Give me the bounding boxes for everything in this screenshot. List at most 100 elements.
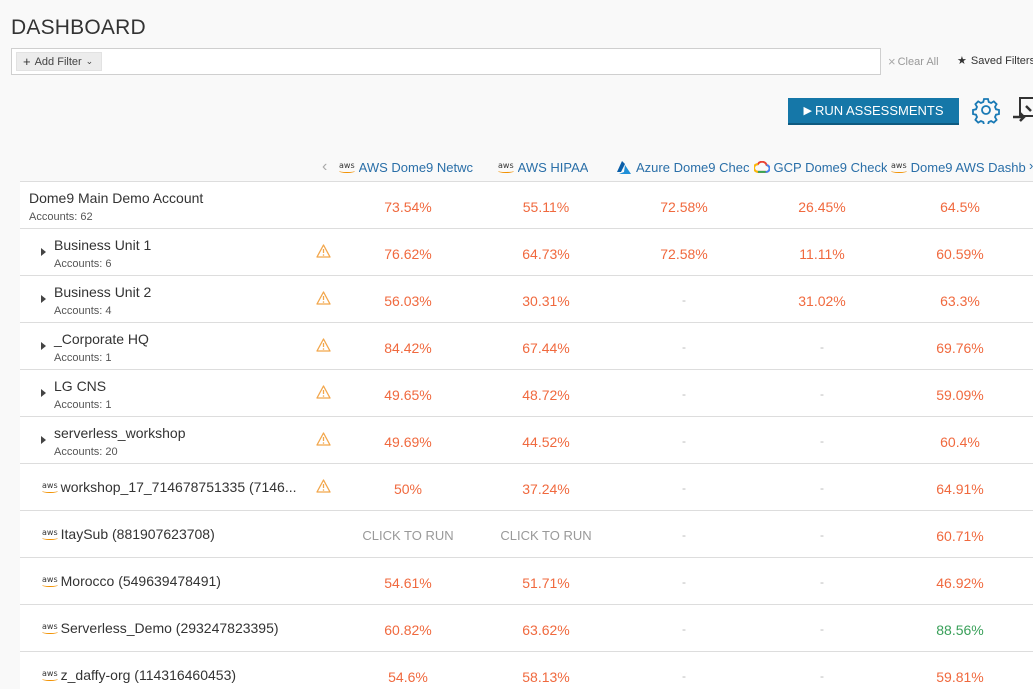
table-row[interactable]: LG CNS Accounts: 1 49.65% 48.72% - - 59.09%: [20, 370, 1033, 417]
score-cell[interactable]: -: [682, 481, 686, 495]
score-cell[interactable]: 11.11%: [799, 246, 845, 262]
score-cell[interactable]: -: [682, 528, 686, 542]
table-row[interactable]: aws workshop_17_714678751335 (7146... 50% 3…: [20, 464, 1033, 511]
score-cell[interactable]: -: [820, 481, 824, 495]
score-cell[interactable]: 60.71%: [936, 528, 984, 544]
score-cell[interactable]: 64.91%: [936, 481, 984, 497]
score-cell[interactable]: 26.45%: [798, 199, 846, 215]
add-filter-button[interactable]: + Add Filter ⌄: [16, 52, 103, 71]
score-cell[interactable]: -: [820, 528, 824, 542]
score-cell[interactable]: -: [682, 340, 686, 354]
table-row[interactable]: aws ItaySub (881907623708) CLICK TO RUN CLI…: [20, 511, 1033, 558]
table-row[interactable]: aws Serverless_Demo (293247823395) 60.82% 6…: [20, 605, 1033, 652]
score-cell[interactable]: 64.5%: [940, 199, 980, 215]
run-assessments-button[interactable]: ▶ RUN ASSESSMENTS: [788, 98, 959, 125]
score-cell[interactable]: 58.13%: [522, 669, 570, 685]
score-cell[interactable]: 76.62%: [384, 246, 432, 262]
gear-icon[interactable]: [972, 96, 1000, 124]
table-row[interactable]: Dome9 Main Demo Account Accounts: 62 73.54…: [20, 182, 1033, 229]
account-name[interactable]: aws z_daffy-org (114316460453): [42, 667, 237, 683]
column-header[interactable]: GCP Dome9 Checkl: [754, 158, 887, 176]
account-name[interactable]: aws ItaySub (881907623708): [42, 526, 215, 542]
score-cell[interactable]: 46.92%: [936, 575, 984, 591]
click-to-run-button[interactable]: CLICK TO RUN: [362, 528, 454, 543]
score-cell[interactable]: 67.44%: [522, 340, 570, 356]
table-row[interactable]: aws Morocco (549639478491) 54.61% 51.71% - - 4…: [20, 558, 1033, 605]
account-name[interactable]: _Corporate HQ: [54, 331, 149, 347]
aws-icon: aws: [42, 669, 58, 681]
score-cell[interactable]: -: [820, 434, 824, 448]
column-header[interactable]: aws AWS HIPAA: [498, 159, 589, 175]
score-cell[interactable]: -: [820, 622, 824, 636]
accounts-count: Accounts: 20: [54, 446, 118, 458]
score-cell[interactable]: -: [682, 293, 686, 307]
columns-next-arrow[interactable]: ›: [1029, 158, 1033, 173]
account-name[interactable]: aws Morocco (549639478491): [42, 573, 221, 589]
score-cell[interactable]: 50%: [393, 481, 423, 497]
score-cell[interactable]: 72.58%: [660, 199, 708, 215]
table-row[interactable]: aws z_daffy-org (114316460453) 54.6% 58.13%…: [20, 652, 1033, 689]
expand-caret-icon[interactable]: [41, 342, 46, 350]
score-cell[interactable]: -: [820, 387, 824, 401]
score-cell[interactable]: 56.03%: [384, 293, 432, 309]
score-cell[interactable]: 88.56%: [936, 622, 984, 638]
score-cell[interactable]: -: [682, 434, 686, 448]
score-cell[interactable]: 54.61%: [384, 575, 432, 591]
saved-filters-button[interactable]: ★ Saved Filters: [957, 54, 1033, 68]
table-row[interactable]: _Corporate HQ Accounts: 1 84.42% 67.44% - - 69…: [20, 323, 1033, 370]
account-name[interactable]: aws workshop_17_714678751335 (7146...: [42, 479, 297, 495]
column-header[interactable]: Azure Dome9 Chec: [616, 158, 750, 176]
score-cell[interactable]: 55.11%: [522, 199, 570, 215]
score-cell[interactable]: -: [682, 387, 686, 401]
score-cell[interactable]: 59.81%: [936, 669, 984, 685]
table-row[interactable]: Business Unit 1 Accounts: 6 76.62% 64.73% 72…: [20, 229, 1033, 276]
table-row[interactable]: Business Unit 2 Accounts: 4 56.03% 30.31% - 3…: [20, 276, 1033, 323]
score-cell[interactable]: 64.73%: [522, 246, 570, 262]
score-cell[interactable]: -: [682, 622, 686, 636]
score-cell[interactable]: 69.76%: [936, 340, 984, 356]
expand-caret-icon[interactable]: [41, 389, 46, 397]
account-name[interactable]: Dome9 Main Demo Account: [29, 190, 204, 206]
score-cell[interactable]: 63.3%: [940, 293, 980, 309]
score-cell[interactable]: 59.09%: [936, 387, 984, 403]
score-cell[interactable]: 60.4%: [940, 434, 980, 450]
score-cell[interactable]: 60.82%: [384, 622, 432, 638]
score-cell[interactable]: 84.42%: [384, 340, 432, 356]
score-cell[interactable]: -: [682, 669, 686, 683]
column-header[interactable]: aws Dome9 AWS Dashb: [891, 159, 1026, 175]
account-name[interactable]: Business Unit 2: [54, 284, 152, 300]
score-cell[interactable]: -: [820, 340, 824, 354]
columns-prev-arrow[interactable]: ‹: [322, 158, 328, 175]
score-cell[interactable]: 31.02%: [798, 293, 846, 309]
score-cell[interactable]: -: [820, 669, 824, 683]
score-cell[interactable]: -: [820, 575, 824, 589]
compliance-table: Dome9 Main Demo Account Accounts: 62 73.54…: [20, 181, 1033, 689]
score-cell[interactable]: 63.62%: [522, 622, 570, 638]
score-cell[interactable]: 54.6%: [388, 669, 428, 685]
export-icon[interactable]: [1012, 96, 1033, 126]
score-cell[interactable]: 49.69%: [384, 434, 432, 450]
expand-caret-icon[interactable]: [41, 248, 46, 256]
score-cell[interactable]: -: [682, 575, 686, 589]
clear-all-button[interactable]: × Clear All: [888, 54, 939, 69]
filter-bar[interactable]: + Add Filter ⌄: [11, 48, 881, 75]
account-name[interactable]: aws Serverless_Demo (293247823395): [42, 620, 279, 636]
score-cell[interactable]: 37.24%: [522, 481, 570, 497]
account-name[interactable]: serverless_workshop: [54, 425, 186, 441]
account-name[interactable]: Business Unit 1: [54, 237, 152, 253]
click-to-run-button[interactable]: CLICK TO RUN: [500, 528, 592, 543]
table-row[interactable]: serverless_workshop Accounts: 20 49.69% 44.…: [20, 417, 1033, 464]
score-cell[interactable]: 72.58%: [660, 246, 708, 262]
score-cell[interactable]: 44.52%: [522, 434, 570, 450]
page-title: DASHBOARD: [11, 16, 146, 39]
expand-caret-icon[interactable]: [41, 295, 46, 303]
account-name[interactable]: LG CNS: [54, 378, 107, 394]
score-cell[interactable]: 49.65%: [384, 387, 432, 403]
score-cell[interactable]: 51.71%: [522, 575, 570, 591]
score-cell[interactable]: 30.31%: [522, 293, 570, 309]
score-cell[interactable]: 48.72%: [522, 387, 570, 403]
column-header[interactable]: aws AWS Dome9 Netwc: [339, 159, 474, 175]
expand-caret-icon[interactable]: [41, 436, 46, 444]
score-cell[interactable]: 60.59%: [936, 246, 984, 262]
score-cell[interactable]: 73.54%: [384, 199, 432, 215]
